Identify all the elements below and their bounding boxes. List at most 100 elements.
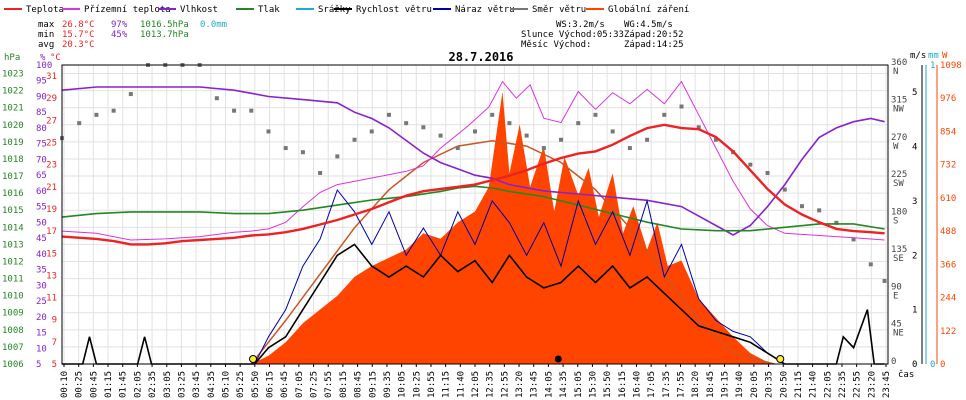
x-tick-label: 10:05 [398, 371, 408, 398]
series-wind-direction-point [868, 262, 873, 267]
info-wg: WG:4.5m/s [624, 20, 673, 30]
x-tick-label: 07:55 [324, 371, 334, 398]
pct-tick-label: 30 [36, 281, 47, 291]
axes: 00:10 00:25 00:45 01:15 01:45 02:05 02:35 03:05… [2, 51, 962, 398]
watt-tick-label: 0 [940, 360, 945, 370]
hpa-tick-label: 1016 [2, 189, 24, 199]
series-wind-direction-point [386, 112, 391, 117]
ms-tick-label: 4 [912, 143, 917, 153]
pct-tick-label: 50 [36, 218, 47, 228]
x-tick-label: 19:15 [721, 371, 731, 398]
series-pressure-line [61, 185, 885, 232]
legend-label: Tlak [258, 5, 280, 15]
hpa-tick-label: 1009 [2, 309, 24, 319]
plot-area [60, 63, 887, 365]
series-wind-direction-point [593, 112, 598, 117]
x-tick-label: 22:05 [823, 371, 833, 398]
series-wind-direction-point [473, 129, 477, 134]
watt-tick-label: 610 [940, 194, 956, 204]
pct-tick-label: 65 [36, 171, 47, 181]
series-humidity-line [61, 86, 885, 236]
pct-tick-label: 90 [36, 92, 47, 102]
x-tick-label: 17:05 [647, 371, 657, 398]
mm-unit: mm [928, 51, 939, 61]
info-sun: Slunce Východ:05:33 [521, 30, 624, 40]
series-wind-direction-point [679, 104, 684, 109]
x-tick-label: 11:15 [442, 371, 452, 398]
x-tick-label: 12:55 [500, 371, 510, 398]
series-wind-direction-point [799, 204, 804, 209]
mm-tick-label: 1 [930, 61, 935, 71]
series-wind-direction-point [490, 112, 495, 117]
dir-tick-label: 90 [891, 282, 902, 292]
hpa-tick-label: 1018 [2, 155, 24, 165]
x-tick-label: 00:45 [89, 371, 99, 398]
dir-compass-label: S [893, 217, 898, 227]
x-tick-label: 07:05 [295, 371, 305, 398]
ms-tick-label: 1 [912, 306, 917, 316]
pct-tick-label: 60 [36, 187, 47, 197]
hpa-tick-label: 1013 [2, 240, 24, 250]
pct-tick-label: 70 [36, 155, 47, 165]
x-tick-label: 20:50 [779, 371, 789, 398]
series-wind-direction-point [232, 108, 237, 113]
legend-label: Rychlost větru [356, 5, 432, 15]
series-wind-direction-point [713, 137, 718, 142]
hpa-tick-label: 1021 [2, 104, 24, 114]
hpa-unit: hPa [4, 53, 20, 63]
series-wind-direction-point [882, 278, 887, 283]
hpa-tick-label: 1010 [2, 292, 24, 302]
series-wind-speed-line [62, 243, 885, 365]
x-tick-label: 12:05 [471, 371, 481, 398]
plot-frame [61, 64, 889, 365]
stat-max-hum: 97% [111, 20, 128, 30]
x-tick-label: 12:35 [486, 371, 496, 398]
legend-label: Směr větru [532, 5, 586, 15]
x-tick-label: 05:50 [251, 371, 261, 398]
sun-marker [776, 355, 785, 363]
pct-tick-label: 10 [36, 344, 47, 354]
pct-tick-label: 15 [36, 329, 47, 339]
dir-compass-label: W [893, 142, 899, 152]
stat-min-hum: 45% [111, 30, 128, 40]
series-wind-direction-point [576, 121, 581, 126]
x-tick-label: 20:35 [765, 371, 775, 398]
x-tick-label: 17:35 [662, 371, 672, 398]
degc-tick-label: 19 [46, 205, 57, 215]
x-tick-label: 21:40 [809, 371, 819, 398]
series-ground-temperature-line [61, 80, 885, 241]
watt-unit: W [942, 51, 948, 61]
x-tick-label: 15:50 [603, 371, 613, 398]
legend-label: Přízemní teplota [84, 5, 171, 15]
series-wind-direction-point [851, 237, 856, 242]
series-radiation-area [251, 91, 772, 364]
x-tick-label: 08:45 [354, 371, 364, 398]
series-wind-direction-point [318, 170, 323, 175]
mm-tick-label: 0 [930, 360, 935, 370]
series-wind-direction-point [662, 112, 667, 117]
stat-max-label: max [38, 20, 55, 30]
series-wind-direction-point [541, 146, 546, 151]
x-tick-label: 04:35 [207, 371, 217, 398]
series-wind-direction-point [111, 108, 116, 113]
x-tick-label: 21:15 [794, 371, 804, 398]
series-wind-direction-point [782, 187, 787, 192]
series-wind-direction-point [524, 133, 529, 138]
info-moon-set: Západ:14:25 [624, 40, 684, 50]
x-tick-label: 10:25 [412, 371, 422, 398]
hpa-tick-label: 1020 [2, 121, 24, 131]
series-wind-direction-point [300, 150, 305, 155]
stat-min-press: 1013.7hPa [140, 30, 189, 40]
degc-tick-label: 15 [46, 249, 57, 259]
dir-tick-label: 315 [891, 95, 907, 105]
x-tick-label: 02:05 [133, 371, 143, 398]
dir-compass-label: NE [893, 329, 904, 339]
pct-tick-label: 80 [36, 124, 47, 134]
x-tick-label: 02:35 [148, 371, 158, 398]
series-wind-direction-point [352, 137, 357, 142]
series-wind-direction-point [627, 146, 632, 151]
info-ws: WS:3.2m/s [556, 20, 605, 30]
watt-tick-label: 488 [940, 227, 956, 237]
